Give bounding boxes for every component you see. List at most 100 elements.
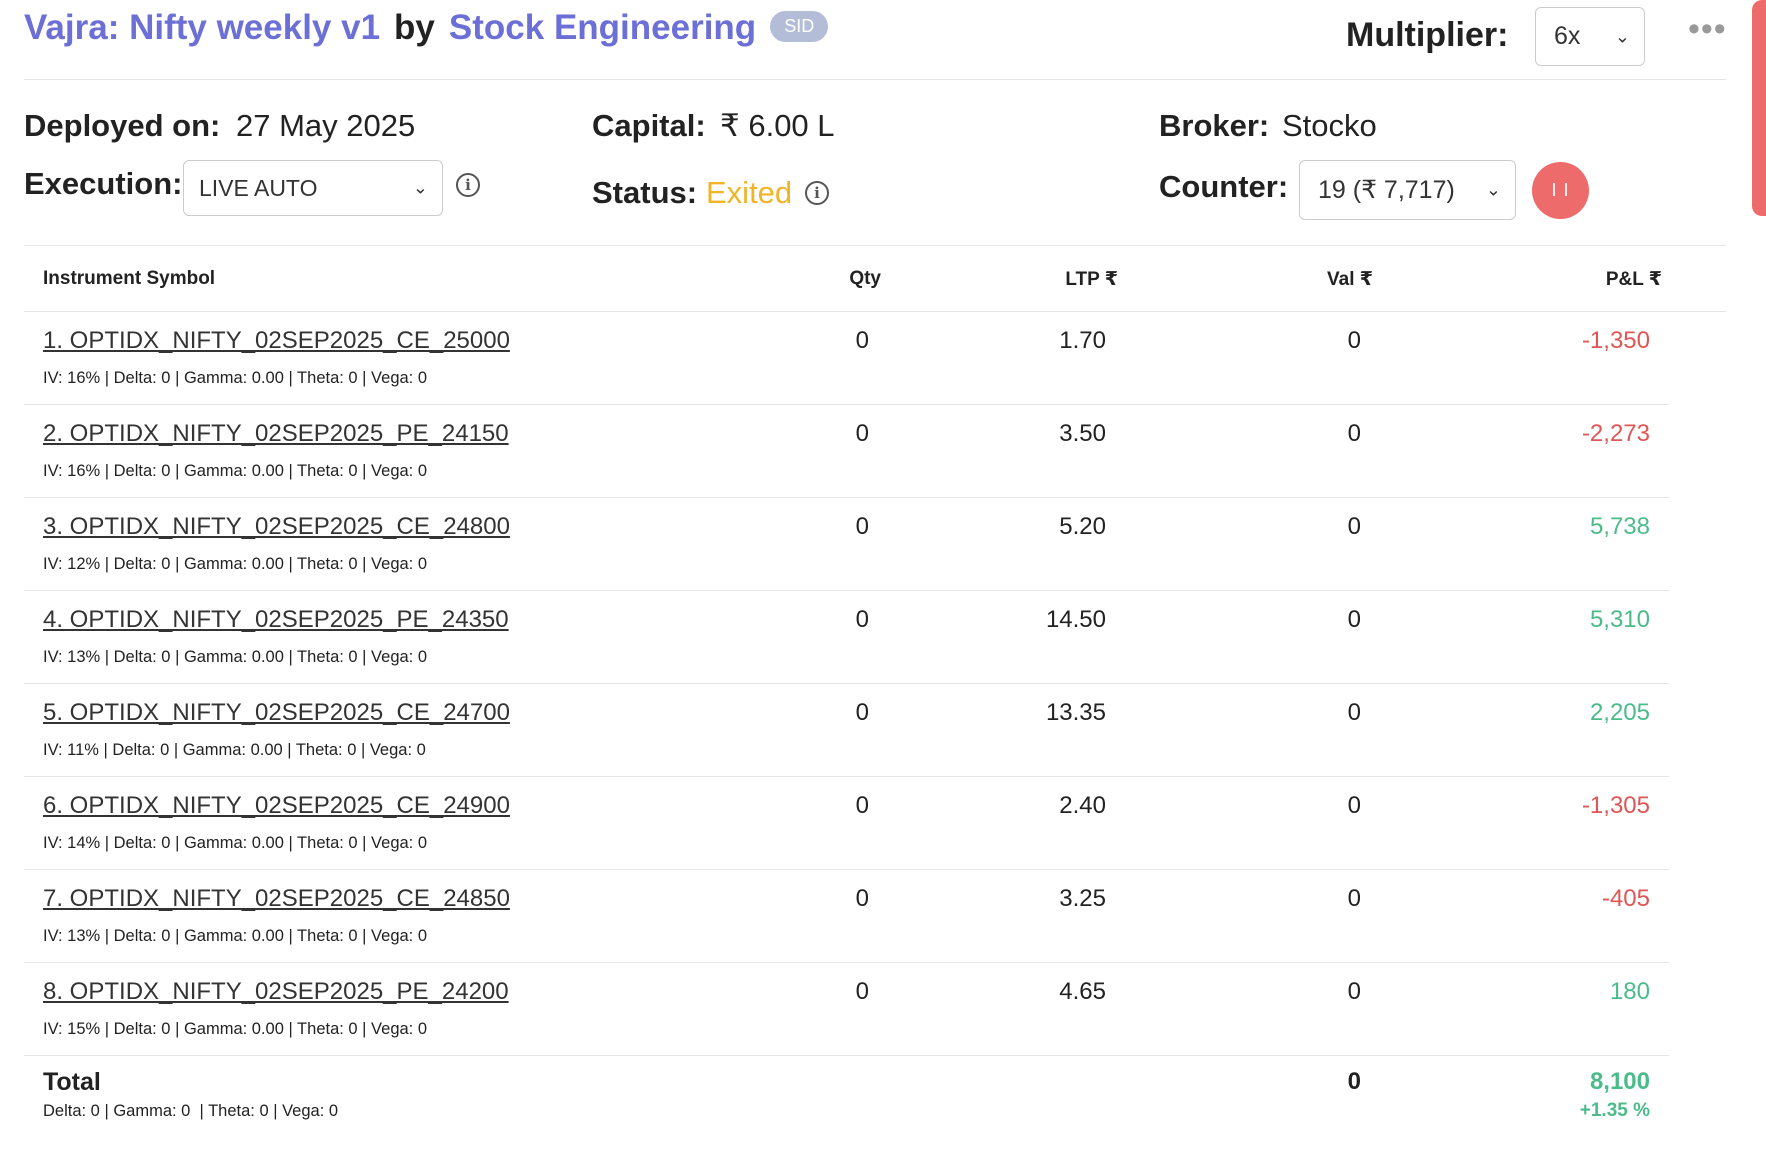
pause-button[interactable]: I I <box>1532 162 1589 219</box>
ltp-cell: 3.50 <box>1059 420 1106 447</box>
table-row: 1. OPTIDX_NIFTY_02SEP2025_CE_25000 IV: 16… <box>24 312 1669 405</box>
val-cell: 0 <box>1347 885 1361 912</box>
total-label: Total <box>43 1068 101 1096</box>
col-qty: Qty <box>849 268 881 289</box>
col-val: Val ₹ <box>1327 269 1373 290</box>
col-ltp: LTP ₹ <box>1065 269 1118 290</box>
multiplier-select[interactable]: 6x ⌄ <box>1535 7 1645 66</box>
multiplier-label: Multiplier: <box>1346 16 1509 54</box>
broker-label: Broker: <box>1159 108 1270 143</box>
counter-label: Counter: <box>1159 169 1289 204</box>
table-row: 2. OPTIDX_NIFTY_02SEP2025_PE_24150 IV: 16… <box>24 405 1669 498</box>
pnl-cell: 5,310 <box>1589 606 1650 633</box>
execution-select[interactable]: LIVE AUTO ⌄ <box>183 160 443 216</box>
qty-cell: 0 <box>855 978 869 1005</box>
qty-cell: 0 <box>855 699 869 726</box>
table-header: Instrument Symbol Qty LTP ₹ Val ₹ P&L ₹ <box>24 246 1726 312</box>
execution-value: LIVE AUTO <box>199 174 318 201</box>
ltp-cell: 5.20 <box>1059 513 1106 540</box>
chevron-down-icon: ⌄ <box>412 177 428 198</box>
table-row: 5. OPTIDX_NIFTY_02SEP2025_CE_24700 IV: 11… <box>24 684 1669 777</box>
status-label: Status: <box>592 175 698 210</box>
table-row: 3. OPTIDX_NIFTY_02SEP2025_CE_24800 IV: 12… <box>24 498 1669 591</box>
counter-select[interactable]: 19 (₹ 7,717) ⌄ <box>1299 160 1516 220</box>
table-row: 7. OPTIDX_NIFTY_02SEP2025_CE_24850 IV: 13… <box>24 870 1669 963</box>
qty-cell: 0 <box>855 792 869 819</box>
strategy-info: Deployed on: 27 May 2025 Capital: ₹ 6.00… <box>24 80 1726 246</box>
instrument-symbol-link[interactable]: 7. OPTIDX_NIFTY_02SEP2025_CE_24850 <box>43 885 510 912</box>
total-pnl-percent: +1.35 % <box>1579 1100 1650 1121</box>
ltp-cell: 4.65 <box>1059 978 1106 1005</box>
strategy-name-link[interactable]: Vajra: Nifty weekly v1 <box>24 8 381 47</box>
pnl-cell: 5,738 <box>1589 513 1650 540</box>
deployed-label: Deployed on: <box>24 108 221 143</box>
instrument-greeks: IV: 15% | Delta: 0 | Gamma: 0.00 | Theta… <box>43 1020 428 1038</box>
qty-cell: 0 <box>855 420 869 447</box>
ltp-cell: 2.40 <box>1059 792 1106 819</box>
total-pnl: 8,100 <box>1589 1068 1650 1095</box>
total-row: Total Delta: 0 | Gamma: 0 | Theta: 0 | V… <box>24 1056 1669 1146</box>
status-info-icon[interactable]: i <box>805 181 829 205</box>
pnl-cell: -1,305 <box>1581 792 1650 819</box>
val-cell: 0 <box>1347 606 1361 633</box>
instrument-symbol-link[interactable]: 5. OPTIDX_NIFTY_02SEP2025_CE_24700 <box>43 699 510 726</box>
val-cell: 0 <box>1347 327 1361 354</box>
val-cell: 0 <box>1347 513 1361 540</box>
capital-value: ₹ 6.00 L <box>720 108 835 143</box>
sid-badge: SID <box>770 11 829 43</box>
positions-table-body: 1. OPTIDX_NIFTY_02SEP2025_CE_25000 IV: 16… <box>24 312 1726 1056</box>
capital-label: Capital: <box>592 108 706 143</box>
instrument-symbol-link[interactable]: 3. OPTIDX_NIFTY_02SEP2025_CE_24800 <box>43 513 510 540</box>
val-cell: 0 <box>1347 420 1361 447</box>
instrument-symbol-link[interactable]: 1. OPTIDX_NIFTY_02SEP2025_CE_25000 <box>43 327 510 354</box>
execution-label: Execution: <box>24 166 183 201</box>
ltp-cell: 3.25 <box>1059 885 1106 912</box>
instrument-greeks: IV: 11% | Delta: 0 | Gamma: 0.00 | Theta… <box>43 741 426 759</box>
total-greeks: Delta: 0 | Gamma: 0 | Theta: 0 | Vega: 0 <box>43 1102 339 1120</box>
chevron-down-icon: ⌄ <box>1485 179 1501 200</box>
pnl-cell: -2,273 <box>1581 420 1650 447</box>
side-scroll-indicator[interactable] <box>1752 0 1766 216</box>
more-horizontal-icon[interactable]: ••• <box>1688 10 1727 48</box>
page-title: Vajra: Nifty weekly v1 by Stock Engineerin… <box>24 8 829 48</box>
qty-cell: 0 <box>855 513 869 540</box>
strategy-card: Vajra: Nifty weekly v1 by Stock Engineerin… <box>24 0 1726 1146</box>
col-symbol: Instrument Symbol <box>43 268 216 289</box>
val-cell: 0 <box>1347 699 1361 726</box>
status-value: Exited <box>706 175 793 210</box>
multiplier-value: 6x <box>1554 22 1581 50</box>
instrument-greeks: IV: 16% | Delta: 0 | Gamma: 0.00 | Theta… <box>43 462 428 480</box>
pnl-cell: 2,205 <box>1589 699 1650 726</box>
instrument-greeks: IV: 13% | Delta: 0 | Gamma: 0.00 | Theta… <box>43 648 428 666</box>
instrument-greeks: IV: 13% | Delta: 0 | Gamma: 0.00 | Theta… <box>43 927 428 945</box>
chevron-down-icon: ⌄ <box>1614 26 1630 46</box>
col-pl: P&L ₹ <box>1605 269 1662 290</box>
instrument-symbol-link[interactable]: 8. OPTIDX_NIFTY_02SEP2025_PE_24200 <box>43 978 509 1005</box>
broker-value: Stocko <box>1282 108 1377 143</box>
table-row: 6. OPTIDX_NIFTY_02SEP2025_CE_24900 IV: 14… <box>24 777 1669 870</box>
val-cell: 0 <box>1347 978 1361 1005</box>
total-value: 0 <box>1347 1068 1361 1095</box>
qty-cell: 0 <box>855 327 869 354</box>
table-row: 4. OPTIDX_NIFTY_02SEP2025_PE_24350 IV: 13… <box>24 591 1669 684</box>
instrument-symbol-link[interactable]: 6. OPTIDX_NIFTY_02SEP2025_CE_24900 <box>43 792 510 819</box>
ltp-cell: 13.35 <box>1045 699 1106 726</box>
instrument-greeks: IV: 14% | Delta: 0 | Gamma: 0.00 | Theta… <box>43 834 428 852</box>
counter-value: 19 (₹ 7,717) <box>1318 176 1455 204</box>
pnl-cell: -1,350 <box>1581 327 1650 354</box>
author-link[interactable]: Stock Engineering <box>448 8 757 47</box>
pnl-cell: -405 <box>1601 885 1650 912</box>
pnl-cell: 180 <box>1609 978 1650 1005</box>
qty-cell: 0 <box>855 885 869 912</box>
ltp-cell: 14.50 <box>1045 606 1106 633</box>
by-text: by <box>394 8 435 47</box>
header-bar: Vajra: Nifty weekly v1 by Stock Engineerin… <box>24 0 1726 80</box>
instrument-symbol-link[interactable]: 2. OPTIDX_NIFTY_02SEP2025_PE_24150 <box>43 420 509 447</box>
instrument-greeks: IV: 12% | Delta: 0 | Gamma: 0.00 | Theta… <box>43 555 428 573</box>
ltp-cell: 1.70 <box>1059 327 1106 354</box>
qty-cell: 0 <box>855 606 869 633</box>
execution-info-icon[interactable]: i <box>456 173 480 197</box>
val-cell: 0 <box>1347 792 1361 819</box>
instrument-symbol-link[interactable]: 4. OPTIDX_NIFTY_02SEP2025_PE_24350 <box>43 606 509 633</box>
instrument-greeks: IV: 16% | Delta: 0 | Gamma: 0.00 | Theta… <box>43 369 428 387</box>
